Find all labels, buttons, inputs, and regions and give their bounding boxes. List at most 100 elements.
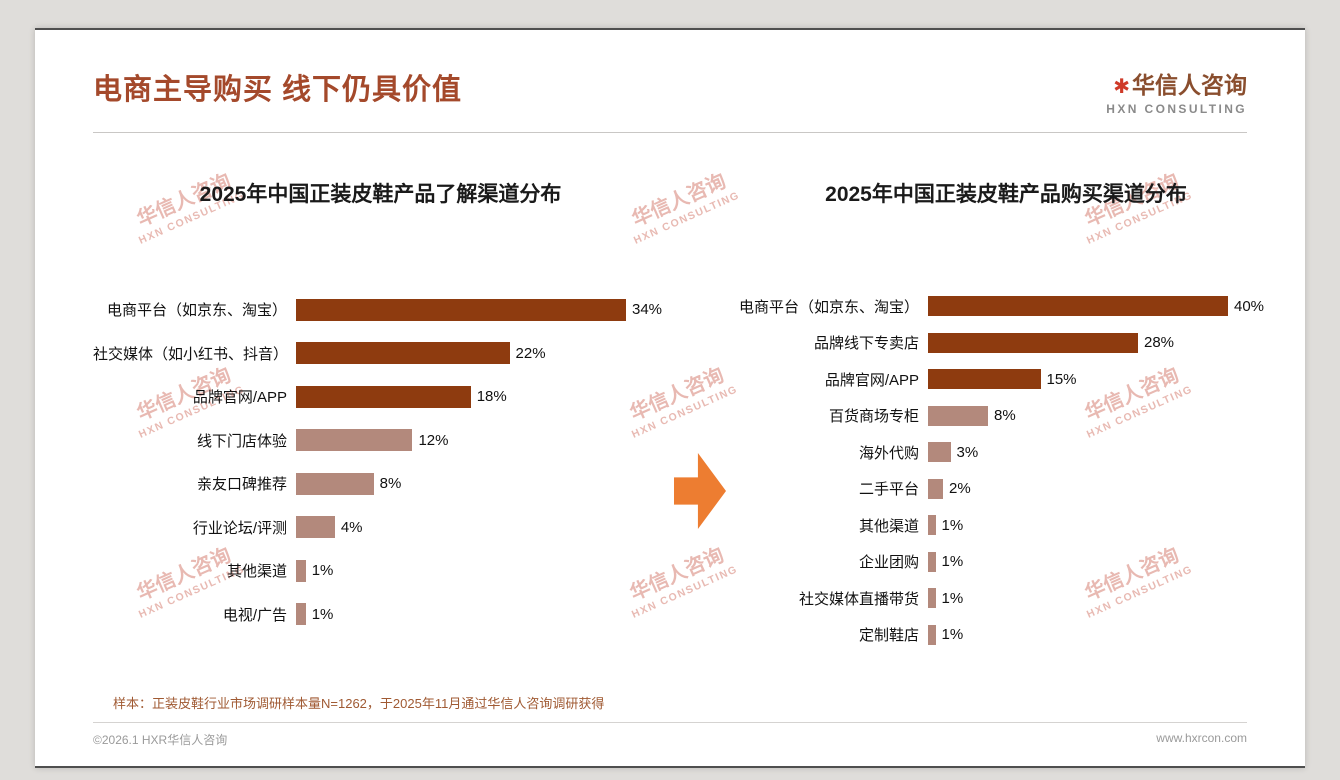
category-label: 电视/广告 [222, 606, 287, 624]
chart-row: 品牌官网/APP 18% [93, 375, 668, 419]
category-label: 其他渠道 [858, 517, 919, 535]
value-label: 1% [941, 516, 964, 534]
value-label: 40% [1234, 297, 1265, 315]
chart-row: 社交媒体（如小红书、抖音） 22% [93, 332, 668, 376]
footer: ©2026.1 HXR华信人咨询 www.hxrcon.com [35, 723, 1305, 756]
bar-track: 4% [296, 516, 626, 539]
value-label: 12% [418, 431, 449, 449]
category-label: 社交媒体直播带货 [798, 590, 919, 608]
bar [296, 385, 471, 408]
company-logo: ✱华信人咨询 HXN CONSULTING [1106, 66, 1247, 116]
bar [296, 342, 510, 365]
value-label: 1% [941, 553, 964, 571]
header: 电商主导购买 线下仍具价值 ✱华信人咨询 HXN CONSULTING [35, 30, 1305, 132]
bar [928, 369, 1041, 390]
website-link[interactable]: www.hxrcon.com [1156, 731, 1247, 745]
chart-row: 百货商场专柜 8% [732, 398, 1280, 435]
bar-track: 12% [296, 429, 626, 452]
bar-track: 1% [296, 559, 626, 582]
bar-track: 18% [296, 385, 626, 408]
category-label: 行业论坛/评测 [192, 519, 287, 537]
value-label: 8% [994, 407, 1016, 425]
slide: 华信人咨询 HXN CONSULTING 华信人咨询 HXN CONSULTING 华信… [35, 28, 1305, 768]
bar-track: 8% [928, 405, 1228, 426]
footer-divider [93, 722, 1247, 723]
value-label: 34% [632, 301, 663, 319]
awareness-chart-rows: 电商平台（如京东、淘宝） 34% 社交媒体（如小红书、抖音） 22% 品牌官网/APP 1… [93, 288, 668, 636]
purchase-chart-rows: 电商平台（如京东、淘宝） 40% 品牌线下专卖店 28% 品牌官网/APP 15% 百货商场… [732, 288, 1280, 653]
bar-track: 2% [928, 478, 1228, 499]
chart-row: 企业团购 1% [732, 544, 1280, 581]
bar [928, 405, 988, 426]
arrow-container [668, 453, 732, 529]
category-label: 企业团购 [858, 554, 919, 572]
bar [928, 551, 936, 572]
value-label: 18% [476, 388, 507, 406]
chart-row: 电商平台（如京东、淘宝） 40% [732, 288, 1280, 325]
bar [928, 332, 1138, 353]
value-label: 1% [311, 605, 334, 623]
category-label: 亲友口碑推荐 [196, 476, 287, 494]
category-label: 社交媒体（如小红书、抖音） [93, 345, 289, 363]
value-label: 1% [941, 589, 964, 607]
bar-track: 1% [296, 603, 626, 626]
bar-track: 15% [928, 369, 1228, 390]
category-label: 百货商场专柜 [828, 408, 919, 426]
charts-area: 2025年中国正装皮鞋产品了解渠道分布 电商平台（如京东、淘宝） 34% 社交媒体（… [35, 133, 1305, 653]
chart-row: 品牌线下专卖店 28% [732, 325, 1280, 362]
chart-row: 其他渠道 1% [732, 507, 1280, 544]
bar-track: 34% [296, 298, 662, 321]
chart-row: 线下门店体验 12% [93, 419, 668, 463]
bar-track: 3% [928, 442, 1228, 463]
bar [928, 588, 936, 609]
chart-row: 电商平台（如京东、淘宝） 34% [93, 288, 668, 332]
bar [296, 429, 413, 452]
bar [928, 478, 943, 499]
category-label: 海外代购 [858, 444, 919, 462]
value-label: 3% [956, 443, 979, 461]
right-arrow-icon [674, 453, 726, 529]
logo-name: 华信人咨询 [1132, 72, 1247, 98]
chart-row: 定制鞋店 1% [732, 617, 1280, 654]
chart-row: 海外代购 3% [732, 434, 1280, 471]
logo-name-row: ✱华信人咨询 [1106, 66, 1247, 100]
category-label: 二手平台 [858, 481, 919, 499]
chart-row: 电视/广告 1% [93, 593, 668, 637]
bar [928, 442, 951, 463]
value-label: 4% [340, 518, 363, 536]
value-label: 1% [941, 626, 964, 644]
category-label: 定制鞋店 [858, 627, 919, 645]
bar-track: 8% [296, 472, 626, 495]
category-label: 线下门店体验 [196, 432, 287, 450]
bar [928, 515, 936, 536]
bar-track: 1% [928, 515, 1228, 536]
value-label: 1% [311, 562, 334, 580]
chart-row: 其他渠道 1% [93, 549, 668, 593]
chart-row: 品牌官网/APP 15% [732, 361, 1280, 398]
purchase-channel-chart: 2025年中国正装皮鞋产品购买渠道分布 电商平台（如京东、淘宝） 40% 品牌线下专… [732, 178, 1280, 653]
bar [296, 603, 306, 626]
category-label: 电商平台（如京东、淘宝） [106, 302, 287, 320]
bar-track: 1% [928, 588, 1228, 609]
value-label: 8% [379, 475, 402, 493]
sample-note: 样本：正装皮鞋行业市场调研样本量N=1262，于2025年11月通过华信人咨询调… [113, 696, 605, 711]
bar-track: 28% [928, 332, 1228, 353]
bar-track: 40% [928, 296, 1264, 317]
chart-title-purchase: 2025年中国正装皮鞋产品购买渠道分布 [825, 183, 1187, 206]
bar [296, 516, 335, 539]
awareness-channel-chart: 2025年中国正装皮鞋产品了解渠道分布 电商平台（如京东、淘宝） 34% 社交媒体（… [93, 178, 668, 636]
category-label: 电商平台（如京东、淘宝） [738, 298, 919, 316]
copyright-text: ©2026.1 HXR华信人咨询 [93, 733, 228, 747]
bar [296, 559, 306, 582]
bar [928, 624, 936, 645]
bar-track: 22% [296, 342, 626, 365]
chart-row: 社交媒体直播带货 1% [732, 580, 1280, 617]
logo-subtitle: HXN CONSULTING [1106, 102, 1247, 116]
bar-track: 1% [928, 624, 1228, 645]
category-label: 品牌官网/APP [192, 389, 287, 407]
chart-title-awareness: 2025年中国正装皮鞋产品了解渠道分布 [199, 183, 562, 206]
chart-row: 亲友口碑推荐 8% [93, 462, 668, 506]
bar [296, 298, 626, 321]
chart-row: 行业论坛/评测 4% [93, 506, 668, 550]
bar [928, 296, 1228, 317]
